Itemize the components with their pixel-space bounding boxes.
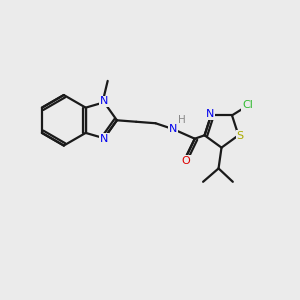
Text: N: N (206, 109, 214, 119)
Text: S: S (236, 131, 244, 141)
Text: N: N (169, 124, 178, 134)
Text: H: H (178, 115, 186, 125)
Text: N: N (100, 134, 108, 144)
Text: N: N (100, 96, 108, 106)
Text: O: O (181, 156, 190, 166)
Text: Cl: Cl (242, 100, 253, 110)
